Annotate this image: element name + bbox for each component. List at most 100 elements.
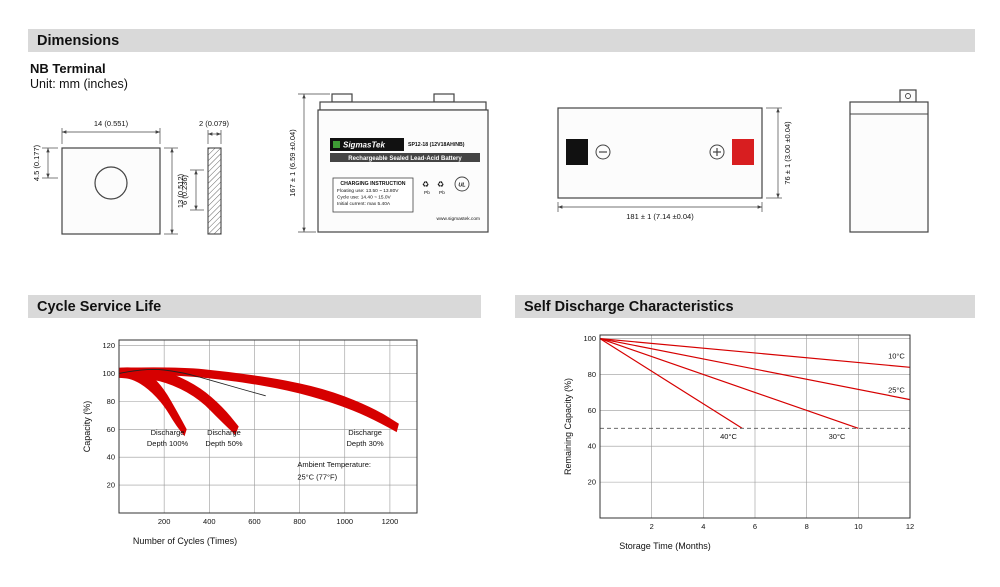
negative-terminal xyxy=(566,139,588,165)
x-tick-label: 12 xyxy=(906,522,914,531)
terminal-thickness-dim: 2 (0.079) xyxy=(199,119,230,128)
brand-logo-icon xyxy=(333,141,340,148)
x-tick-label: 600 xyxy=(248,517,261,526)
battery-case xyxy=(317,109,489,233)
plot-annotation: Discharge xyxy=(151,428,185,437)
brand-band xyxy=(330,138,404,151)
battery-terminal-left xyxy=(331,93,353,103)
dimensions-title: Dimensions xyxy=(37,32,120,49)
terminal-side-view: 2 (0.079) 6 (0.236) xyxy=(180,119,230,235)
band-Discharge Depth 30% xyxy=(119,367,399,433)
model-number: SP12-18 (12V18AH/NB) xyxy=(408,142,465,148)
line-25°C xyxy=(599,338,911,401)
ul-mark-icon xyxy=(454,176,470,192)
battery-front-view: SigmasTek SP12-18 (12V18AH/NB) Rechargea… xyxy=(288,93,489,233)
battery-height-dim: 167 ± 1 (6.59 ±0.04) xyxy=(288,129,297,197)
x-axis-title: Storage Time (Months) xyxy=(619,541,711,551)
y-tick-label: 40 xyxy=(588,442,596,451)
battery-top-view: 181 ± 1 (7.14 ±0.04) 76 ± 1 (3.00 ±0.04) xyxy=(557,107,792,221)
plot-border xyxy=(118,339,418,514)
side-terminal xyxy=(899,89,917,103)
battery-length-dim: 181 ± 1 (7.14 ±0.04) xyxy=(626,212,694,221)
y-tick-label: 80 xyxy=(107,397,115,406)
cycle-life-title: Cycle Service Life xyxy=(37,298,162,315)
y-axis-title: Remaining Capacity (%) xyxy=(563,378,573,475)
x-tick-label: 1000 xyxy=(336,517,353,526)
battery-terminal-right xyxy=(433,93,455,103)
pb-label: Pb xyxy=(424,190,430,196)
plot-annotation: 30°C xyxy=(829,432,846,441)
self-discharge-chart: 2 4 6 8 10 12 20 40 60 80 100 10°C 25°C 40°C 30°C Stora… xyxy=(563,334,914,551)
x-tick-label: 800 xyxy=(293,517,306,526)
battery-lid xyxy=(319,101,487,111)
plot-annotation: Depth 100% xyxy=(147,439,189,448)
x-tick-label: 2 xyxy=(650,522,654,531)
x-tick-label: 1200 xyxy=(382,517,399,526)
dimensions-section-header: Dimensions xyxy=(28,29,975,52)
y-tick-label: 20 xyxy=(107,481,115,490)
y-tick-label: 60 xyxy=(588,406,596,415)
battery-type-line: Rechargeable Sealed Lead-Acid Battery xyxy=(348,156,462,162)
positive-symbol-icon xyxy=(709,144,725,160)
positive-terminal xyxy=(732,139,754,165)
charging-line1: Floating use: 13.50 ~ 13.80V xyxy=(337,188,399,194)
line-40°C xyxy=(599,338,743,429)
y-tick-label: 20 xyxy=(588,478,596,487)
charging-line2: Cycle use: 14.40 ~ 15.0V xyxy=(337,195,392,201)
terminal-hole xyxy=(94,166,128,200)
terminal-offset-dim: 4.5 (0.177) xyxy=(32,144,41,181)
battery-width-dim: 76 ± 1 (3.00 ±0.04) xyxy=(783,121,792,185)
x-axis-title: Number of Cycles (Times) xyxy=(133,536,237,546)
plot-annotation: Ambient Temperature: xyxy=(297,460,371,469)
x-tick-label: 4 xyxy=(701,522,705,531)
terminal-width-dim: 14 (0.551) xyxy=(94,119,129,128)
terminal-front-view: 14 (0.551) 4.5 (0.177) 13 (0.512) xyxy=(32,119,185,235)
plot-annotation: 10°C xyxy=(888,351,905,360)
ul-label: UL xyxy=(458,183,466,189)
x-tick-label: 8 xyxy=(805,522,809,531)
battery-side-view xyxy=(849,89,929,233)
terminal-cross-section xyxy=(207,147,222,235)
plot-annotation: Discharge xyxy=(207,428,241,437)
y-tick-label: 120 xyxy=(102,341,115,350)
plot-annotation: Discharge xyxy=(348,428,382,437)
terminal-type-title: NB Terminal xyxy=(30,61,106,76)
y-tick-label: 80 xyxy=(588,370,596,379)
battery-side-outline xyxy=(849,101,929,233)
cycle-life-section-header: Cycle Service Life xyxy=(28,295,481,318)
y-tick-label: 40 xyxy=(107,453,115,462)
terminal-height-dim: 13 (0.512) xyxy=(176,173,185,208)
website: www.sigmastek.com xyxy=(437,216,480,222)
plot-annotation: 25°C xyxy=(888,385,905,394)
x-tick-label: 10 xyxy=(854,522,862,531)
battery-top-outline xyxy=(557,107,763,199)
charging-title: CHARGING INSTRUCTION xyxy=(340,181,405,187)
unit-note: Unit: mm (inches) xyxy=(30,77,128,91)
negative-symbol-icon xyxy=(595,144,611,160)
self-discharge-title: Self Discharge Characteristics xyxy=(524,298,734,315)
charging-instruction-box xyxy=(332,177,414,213)
charging-line3: Initial current: max 5.40A xyxy=(337,201,391,207)
plot-border xyxy=(599,334,911,519)
brand-name: SigmasTek xyxy=(343,141,385,150)
plot-annotation: Depth 50% xyxy=(205,439,242,448)
x-tick-label: 6 xyxy=(753,522,757,531)
line-30°C xyxy=(599,338,859,429)
recycle-pb-icon: ♻ xyxy=(422,180,429,189)
recycle-pb-icon: ♻ xyxy=(437,180,444,189)
y-tick-label: 60 xyxy=(107,425,115,434)
self-discharge-section-header: Self Discharge Characteristics xyxy=(515,295,975,318)
y-axis-title: Capacity (%) xyxy=(82,401,92,453)
y-tick-label: 100 xyxy=(583,334,596,343)
x-tick-label: 400 xyxy=(203,517,216,526)
type-band xyxy=(330,153,480,162)
terminal-side-height-dim: 6 (0.236) xyxy=(180,174,189,205)
plot-annotation: 40°C xyxy=(720,432,737,441)
plot-annotation: Depth 30% xyxy=(347,439,384,448)
pb-label: Pb xyxy=(439,190,445,196)
x-tick-label: 200 xyxy=(158,517,171,526)
plot-annotation: 25°C (77°F) xyxy=(297,473,337,482)
line-reference-curve xyxy=(118,368,266,397)
y-tick-label: 100 xyxy=(102,369,115,378)
line-10°C xyxy=(599,338,911,368)
